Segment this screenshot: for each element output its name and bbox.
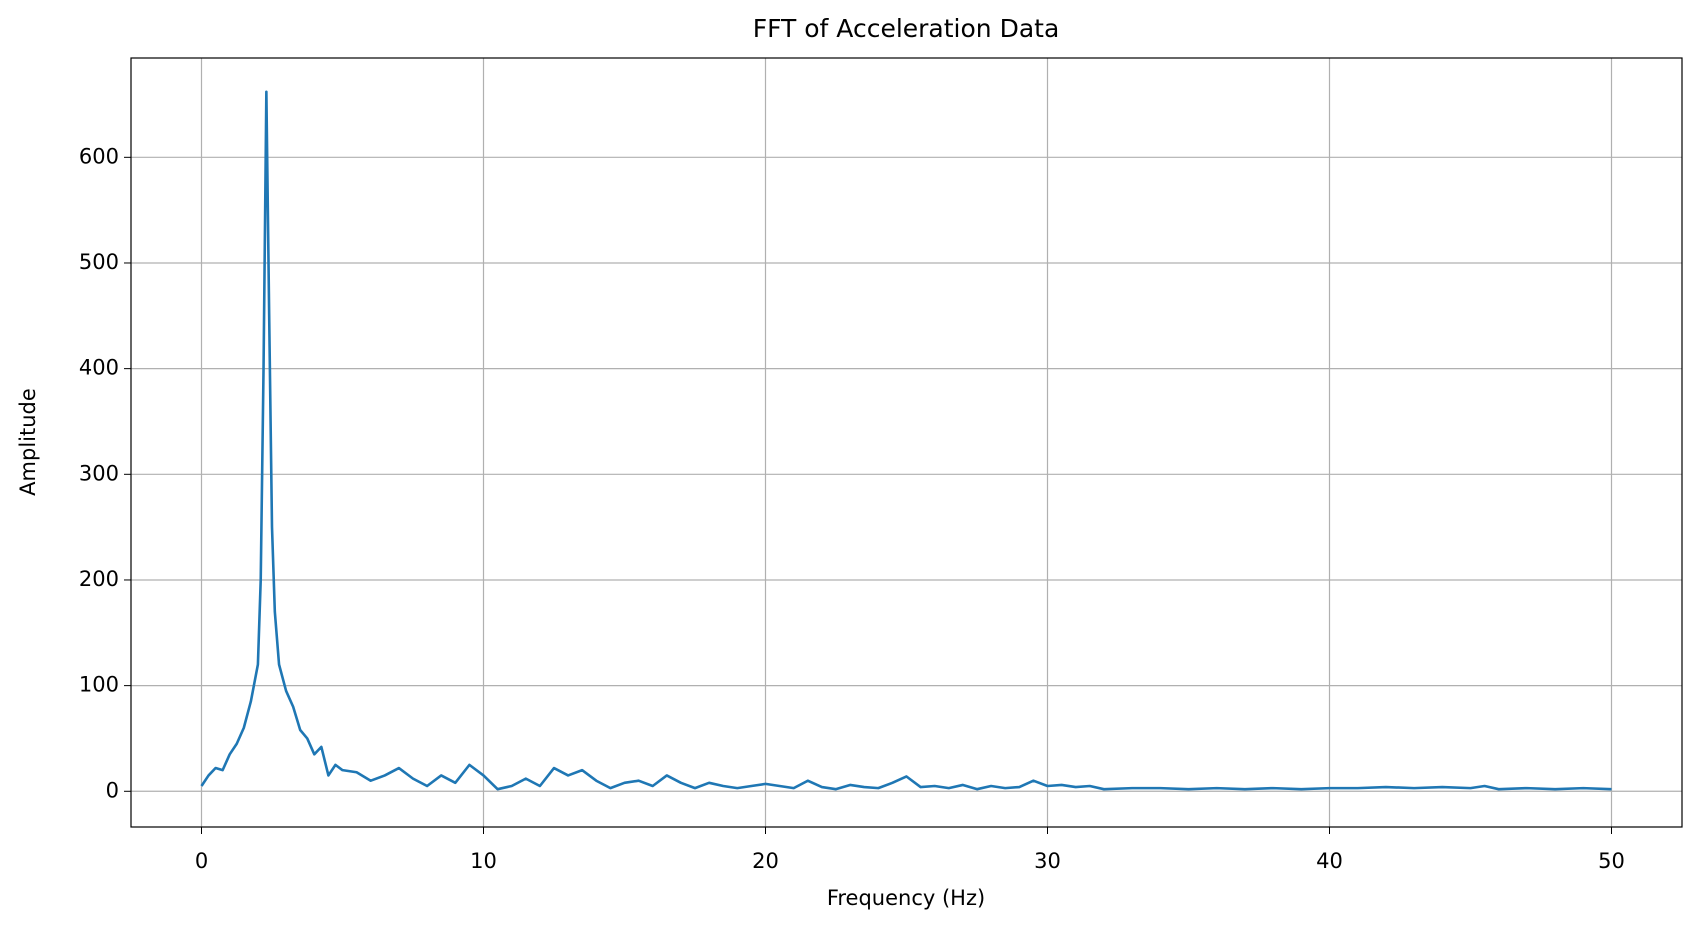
y-tick-label: 600 xyxy=(79,144,119,168)
y-tick-label: 300 xyxy=(79,461,119,485)
x-tick-label: 50 xyxy=(1598,849,1625,873)
x-tick-label: 0 xyxy=(195,849,208,873)
y-tick-label: 400 xyxy=(79,356,119,380)
y-tick-label: 100 xyxy=(79,673,119,697)
x-axis-label: Frequency (Hz) xyxy=(827,886,985,910)
x-tick-label: 30 xyxy=(1034,849,1061,873)
plot-frame xyxy=(130,57,1683,828)
y-tick-label: 200 xyxy=(79,567,119,591)
y-tick-label: 0 xyxy=(106,778,119,802)
chart-title: FFT of Acceleration Data xyxy=(753,14,1060,43)
x-tick-label: 20 xyxy=(752,849,779,873)
x-tick-label: 10 xyxy=(470,849,497,873)
line-series xyxy=(200,90,1612,791)
x-tick-label: 40 xyxy=(1316,849,1343,873)
y-axis-label: Amplitude xyxy=(16,388,40,496)
y-tick-label: 500 xyxy=(79,250,119,274)
